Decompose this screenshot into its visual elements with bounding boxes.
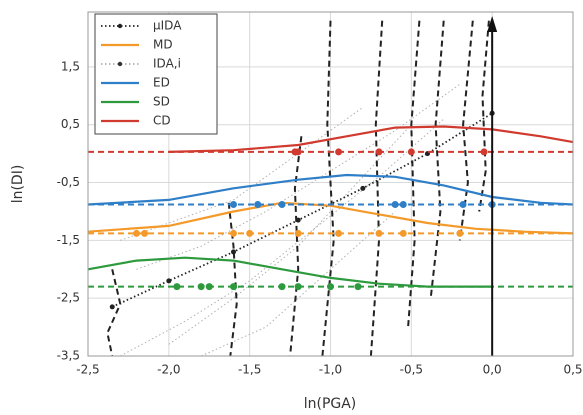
threshold-point <box>197 283 205 291</box>
legend-marker <box>117 23 123 29</box>
legend-box <box>94 13 218 135</box>
mean-ida-point <box>109 304 115 310</box>
legend-label: CD <box>153 114 171 128</box>
arrow-head <box>487 16 498 32</box>
threshold-point <box>294 283 302 291</box>
threshold-point <box>230 229 237 237</box>
threshold-point <box>294 229 302 237</box>
y-tick-label: 1,5 <box>61 59 80 73</box>
y-tick-label: -0,5 <box>57 175 80 189</box>
threshold-point <box>354 283 362 291</box>
x-tick-label: 0,5 <box>563 363 582 377</box>
y-tick-label: -2,5 <box>57 291 80 305</box>
x-axis-title: ln(PGA) <box>304 396 357 412</box>
y-tick-label: -3,5 <box>57 349 80 363</box>
ida-stripe <box>106 20 490 357</box>
x-tick-label: -0,5 <box>400 363 423 377</box>
threshold-point <box>327 283 334 291</box>
threshold-point <box>278 283 286 291</box>
threshold-point <box>278 201 286 209</box>
threshold-point <box>254 201 262 209</box>
y-axis-title: ln(DI) <box>10 165 26 204</box>
threshold-point <box>335 229 343 237</box>
legend-label: MD <box>153 38 173 52</box>
threshold-point <box>399 229 407 237</box>
threshold-point <box>246 229 254 237</box>
legend-label: IDA,i <box>153 57 181 71</box>
threshold-point <box>480 148 488 156</box>
threshold-point <box>456 229 464 237</box>
legend-label: ED <box>153 76 170 90</box>
threshold-point <box>375 148 383 156</box>
ida-curve <box>120 83 461 357</box>
plot-border <box>87 11 574 357</box>
x-tick-label: 0,0 <box>483 363 502 377</box>
threshold-point <box>335 148 343 156</box>
x-tick-label: -2,5 <box>76 363 99 377</box>
x-tick-label: -1,5 <box>238 363 261 377</box>
legend-label: SD <box>153 95 170 109</box>
threshold-point <box>375 229 383 237</box>
y-tick-label: 0,5 <box>61 117 80 131</box>
threshold-point <box>133 229 140 237</box>
x-tick-label: -1,0 <box>319 363 342 377</box>
threshold-point <box>399 201 407 209</box>
mean-ida-point <box>231 249 236 255</box>
fragility-curve <box>168 125 574 153</box>
threshold-point <box>173 283 181 291</box>
fragility-curve <box>87 256 493 288</box>
threshold-point <box>230 201 237 209</box>
threshold-point <box>391 201 399 209</box>
fragility-curve <box>87 173 574 206</box>
legend-label: µIDA <box>153 19 182 33</box>
mean-ida-point <box>295 217 301 223</box>
legend-marker <box>117 61 123 67</box>
threshold-point <box>459 201 467 209</box>
y-tick-label: -1,5 <box>57 233 80 247</box>
fragility-curve <box>87 201 574 235</box>
x-tick-label: -2,0 <box>157 363 180 377</box>
threshold-point <box>407 148 415 156</box>
mean-ida-point <box>360 185 366 191</box>
mean-ida-point <box>166 278 172 284</box>
threshold-point <box>141 229 149 237</box>
threshold-point <box>205 283 213 291</box>
threshold-point <box>230 283 237 291</box>
threshold-point <box>294 148 302 156</box>
